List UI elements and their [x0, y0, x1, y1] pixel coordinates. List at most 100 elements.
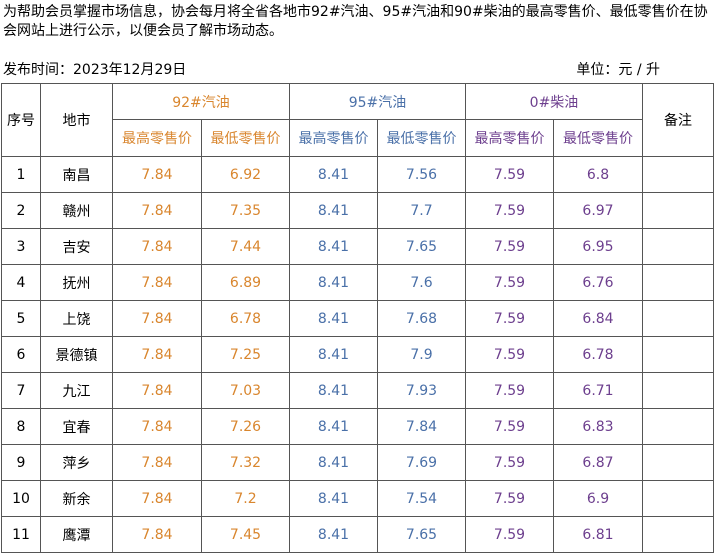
g92-max-cell: 7.84 [112, 336, 202, 373]
seq-cell: 5 [1, 300, 41, 337]
table-row: 8 宜春 7.84 7.26 8.41 7.84 7.59 6.83 [1, 408, 714, 445]
g92-min-cell: 7.32 [201, 444, 290, 481]
g92-max-cell: 7.84 [112, 300, 202, 337]
header-95-max: 最高零售价 [289, 119, 378, 157]
city-cell: 吉安 [40, 228, 113, 265]
d0-max-cell: 7.59 [465, 480, 554, 517]
d0-min-cell: 6.95 [553, 228, 643, 265]
city-cell: 景德镇 [40, 336, 113, 373]
header-92-max: 最高零售价 [112, 119, 202, 157]
seq-cell: 4 [1, 264, 41, 301]
g95-max-cell: 8.41 [289, 156, 378, 193]
unit-label: 单位：元 / 升 [576, 62, 660, 78]
remark-cell [642, 264, 714, 301]
g95-min-cell: 7.65 [377, 228, 466, 265]
g95-min-cell: 7.7 [377, 192, 466, 229]
city-cell: 九江 [40, 372, 113, 409]
table-row: 1 南昌 7.84 6.92 8.41 7.56 7.59 6.8 [1, 156, 714, 193]
remark-cell [642, 516, 714, 553]
d0-min-cell: 6.71 [553, 372, 643, 409]
g95-min-cell: 7.69 [377, 444, 466, 481]
d0-max-cell: 7.59 [465, 192, 554, 229]
remark-cell [642, 228, 714, 265]
city-cell: 赣州 [40, 192, 113, 229]
city-cell: 南昌 [40, 156, 113, 193]
remark-cell [642, 372, 714, 409]
g92-min-cell: 7.44 [201, 228, 290, 265]
d0-min-cell: 6.8 [553, 156, 643, 193]
g95-max-cell: 8.41 [289, 192, 378, 229]
d0-min-cell: 6.87 [553, 444, 643, 481]
table-row: 7 九江 7.84 7.03 8.41 7.93 7.59 6.71 [1, 372, 714, 409]
g92-min-cell: 6.92 [201, 156, 290, 193]
g92-min-cell: 7.26 [201, 408, 290, 445]
seq-cell: 8 [1, 408, 41, 445]
seq-cell: 3 [1, 228, 41, 265]
g92-max-cell: 7.84 [112, 264, 202, 301]
table-row: 11 鹰潭 7.84 7.45 8.41 7.65 7.59 6.81 [1, 516, 714, 553]
d0-max-cell: 7.59 [465, 408, 554, 445]
d0-min-cell: 6.97 [553, 192, 643, 229]
d0-max-cell: 7.59 [465, 264, 554, 301]
d0-max-cell: 7.59 [465, 372, 554, 409]
header-row-1: 序号 地市 92#汽油 95#汽油 0#柴油 备注 [1, 83, 714, 157]
g92-max-cell: 7.84 [112, 156, 202, 193]
d0-max-cell: 7.59 [465, 300, 554, 337]
g92-max-cell: 7.84 [112, 408, 202, 445]
publish-time: 发布时间：2023年12月29日 [3, 62, 187, 78]
table-row: 5 上饶 7.84 6.78 8.41 7.68 7.59 6.84 [1, 300, 714, 337]
g95-min-cell: 7.54 [377, 480, 466, 517]
table-row: 9 萍乡 7.84 7.32 8.41 7.69 7.59 6.87 [1, 444, 714, 481]
g95-min-cell: 7.68 [377, 300, 466, 337]
g95-min-cell: 7.9 [377, 336, 466, 373]
seq-cell: 2 [1, 192, 41, 229]
table-row: 6 景德镇 7.84 7.25 8.41 7.9 7.59 6.78 [1, 336, 714, 373]
d0-max-cell: 7.59 [465, 228, 554, 265]
header-seq: 序号 [1, 83, 41, 157]
g92-min-cell: 7.03 [201, 372, 290, 409]
header-remark: 备注 [642, 83, 714, 157]
d0-min-cell: 6.78 [553, 336, 643, 373]
d0-min-cell: 6.84 [553, 300, 643, 337]
g92-min-cell: 7.25 [201, 336, 290, 373]
header-92-min: 最低零售价 [201, 119, 290, 157]
seq-cell: 9 [1, 444, 41, 481]
table-row: 4 抚州 7.84 6.89 8.41 7.6 7.59 6.76 [1, 264, 714, 301]
g95-min-cell: 7.65 [377, 516, 466, 553]
d0-min-cell: 6.83 [553, 408, 643, 445]
d0-max-cell: 7.59 [465, 444, 554, 481]
intro-text: 为帮助会员掌握市场信息，协会每月将全省各地市92#汽油、95#汽油和90#柴油的… [3, 4, 708, 39]
city-cell: 鹰潭 [40, 516, 113, 553]
g92-min-cell: 7.45 [201, 516, 290, 553]
d0-max-cell: 7.59 [465, 156, 554, 193]
d0-max-cell: 7.59 [465, 516, 554, 553]
remark-cell [642, 192, 714, 229]
meta-bar: 发布时间：2023年12月29日 单位：元 / 升 [3, 60, 715, 80]
city-cell: 抚州 [40, 264, 113, 301]
g92-max-cell: 7.84 [112, 444, 202, 481]
g95-min-cell: 7.84 [377, 408, 466, 445]
remark-cell [642, 444, 714, 481]
seq-cell: 1 [1, 156, 41, 193]
d0-min-cell: 6.81 [553, 516, 643, 553]
g92-min-cell: 7.35 [201, 192, 290, 229]
city-cell: 新余 [40, 480, 113, 517]
seq-cell: 11 [1, 516, 41, 553]
seq-cell: 10 [1, 480, 41, 517]
g92-min-cell: 6.89 [201, 264, 290, 301]
g92-min-cell: 6.78 [201, 300, 290, 337]
g95-max-cell: 8.41 [289, 228, 378, 265]
g95-min-cell: 7.56 [377, 156, 466, 193]
g92-max-cell: 7.84 [112, 516, 202, 553]
g95-max-cell: 8.41 [289, 372, 378, 409]
remark-cell [642, 300, 714, 337]
g92-max-cell: 7.84 [112, 228, 202, 265]
city-cell: 萍乡 [40, 444, 113, 481]
g92-max-cell: 7.84 [112, 480, 202, 517]
header-0-diesel: 0#柴油 [465, 83, 643, 120]
table-row: 2 赣州 7.84 7.35 8.41 7.7 7.59 6.97 [1, 192, 714, 229]
g95-min-cell: 7.93 [377, 372, 466, 409]
g95-max-cell: 8.41 [289, 516, 378, 553]
header-95-min: 最低零售价 [377, 119, 466, 157]
g95-max-cell: 8.41 [289, 300, 378, 337]
